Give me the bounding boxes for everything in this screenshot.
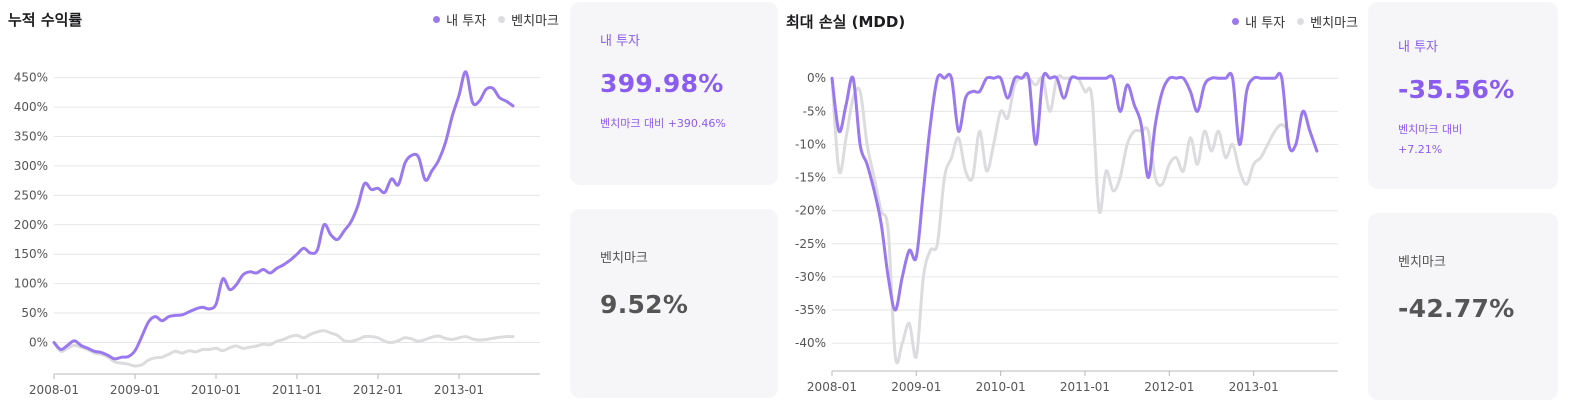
y-tick-label: 200%	[14, 218, 48, 232]
card-label: 벤치마크	[1398, 255, 1446, 270]
y-tick-label: -40%	[795, 336, 826, 350]
card-label: 벤치마크	[600, 251, 648, 266]
x-tick-label: 2012-01	[353, 383, 403, 397]
legend-item-mine[interactable]: 내 투자	[433, 10, 486, 29]
card-sub-line1: 벤치마크 대비	[1398, 123, 1463, 136]
cumulative-return-title: 누적 수익률	[8, 11, 83, 29]
card-sub: 벤치마크 대비 +7.21%	[1398, 120, 1528, 160]
x-tick-label: 2008-01	[29, 383, 79, 397]
x-tick-label: 2011-01	[1060, 380, 1110, 394]
x-tick-label: 2010-01	[191, 383, 241, 397]
series-line-mine	[52, 70, 515, 361]
mdd-panel: 최대 손실 (MDD) 내 투자 벤치마크 0% -5% -10% -15% -20% -…	[782, 0, 1362, 411]
legend-item-mine[interactable]: 내 투자	[1232, 12, 1285, 31]
cumulative-legend: 내 투자 벤치마크	[427, 10, 559, 29]
mdd-legend: 내 투자 벤치마크	[1226, 12, 1358, 31]
x-tick-label: 2008-01	[807, 380, 857, 394]
y-tick-label: 100%	[14, 277, 48, 291]
y-tick-label: -10%	[795, 137, 826, 151]
y-tick-label: 150%	[14, 247, 48, 261]
legend-item-bench[interactable]: 벤치마크	[1297, 12, 1358, 31]
series-line-mine	[830, 71, 1319, 312]
card-mdd-mine: 내 투자 -35.56% 벤치마크 대비 +7.21%	[1368, 2, 1558, 189]
card-value: -42.77%	[1398, 294, 1515, 323]
y-tick-label: 50%	[21, 306, 48, 320]
card-sub-line2: +7.21%	[1398, 143, 1443, 156]
series-line-bench	[52, 329, 515, 368]
x-tick-label: 2009-01	[110, 383, 160, 397]
card-value: 399.98%	[600, 69, 724, 98]
series-line-bench	[830, 74, 1291, 365]
card-label: 내 투자	[600, 34, 641, 49]
y-tick-label: 400%	[14, 100, 48, 114]
y-tick-label: -5%	[803, 104, 826, 118]
y-tick-label: -15%	[795, 171, 826, 185]
x-tick-label: 2013-01	[1229, 380, 1279, 394]
y-tick-label: 0%	[807, 71, 826, 85]
legend-item-bench[interactable]: 벤치마크	[498, 10, 559, 29]
cumulative-return-panel: 누적 수익률 내 투자 벤치마크 0% 50% 100% 150% 200% 250% 30…	[0, 0, 565, 411]
y-tick-label: 350%	[14, 130, 48, 144]
card-sub: 벤치마크 대비 +390.46%	[600, 117, 726, 130]
card-mdd-bench: 벤치마크 -42.77%	[1368, 213, 1558, 400]
y-tick-label: 300%	[14, 159, 48, 173]
y-tick-label: -30%	[795, 270, 826, 284]
legend-label-mine: 내 투자	[1245, 16, 1286, 31]
legend-dot-mine	[1232, 18, 1240, 25]
legend-label-mine: 내 투자	[446, 14, 487, 29]
y-tick-label: 0%	[29, 335, 48, 349]
x-tick-label: 2012-01	[1144, 380, 1194, 394]
mdd-chart: 0% -5% -10% -15% -20% -25% -30% -35% -40% 2008-01…	[795, 71, 1338, 394]
card-cumulative-mine: 내 투자 399.98% 벤치마크 대비 +390.46%	[570, 2, 778, 185]
legend-dot-bench	[1297, 18, 1305, 25]
y-tick-label: -20%	[795, 204, 826, 218]
y-tick-label: 250%	[14, 188, 48, 202]
card-cumulative-bench: 벤치마크 9.52%	[570, 209, 778, 398]
x-tick-label: 2011-01	[272, 383, 322, 397]
legend-dot-mine	[433, 16, 441, 23]
legend-dot-bench	[498, 16, 506, 23]
card-value: -35.56%	[1398, 75, 1515, 104]
mdd-title: 최대 손실 (MDD)	[786, 13, 906, 31]
x-tick-label: 2010-01	[976, 380, 1026, 394]
cumulative-return-chart: 0% 50% 100% 150% 200% 250% 300% 350% 400% 450% 200…	[14, 70, 540, 397]
legend-label-bench: 벤치마크	[1310, 16, 1358, 31]
card-value: 9.52%	[600, 290, 689, 319]
y-tick-label: 450%	[14, 71, 48, 85]
y-tick-label: -25%	[795, 237, 826, 251]
legend-label-bench: 벤치마크	[511, 14, 559, 29]
card-label: 내 투자	[1398, 40, 1439, 55]
y-tick-label: -35%	[795, 303, 826, 317]
x-tick-label: 2013-01	[434, 383, 484, 397]
x-tick-label: 2009-01	[891, 380, 941, 394]
